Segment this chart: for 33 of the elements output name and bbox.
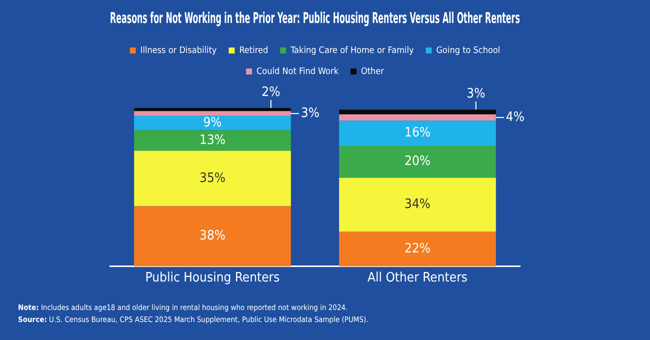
bar bbox=[134, 130, 291, 151]
data-label: 35% bbox=[200, 170, 226, 186]
data-label: 2% bbox=[262, 84, 280, 100]
data-label: 34% bbox=[404, 197, 430, 212]
data-label: 3% bbox=[300, 106, 320, 121]
bar bbox=[339, 110, 496, 114]
legend-label: Could Not Find Work bbox=[256, 66, 339, 77]
x-tick-label: Public Housing Renters bbox=[145, 270, 280, 286]
data-label: 16% bbox=[404, 126, 430, 141]
bar bbox=[339, 120, 496, 146]
legend-label: Illness or Disability bbox=[140, 46, 217, 56]
bar bbox=[134, 116, 291, 130]
legend-label: Going to School bbox=[436, 46, 500, 56]
data-label: 20% bbox=[404, 154, 430, 170]
bar bbox=[339, 114, 496, 121]
data-label: 38% bbox=[200, 228, 226, 244]
bar bbox=[339, 178, 496, 232]
bar bbox=[134, 108, 291, 112]
legend-label: Retired bbox=[239, 46, 268, 56]
data-label: 4% bbox=[506, 110, 524, 125]
bar bbox=[134, 111, 291, 116]
data-label: 3% bbox=[466, 86, 486, 102]
data-label: 13% bbox=[200, 132, 226, 148]
bar bbox=[134, 150, 291, 206]
data-label: 22% bbox=[404, 241, 430, 256]
bar bbox=[134, 206, 291, 266]
bar bbox=[339, 146, 496, 178]
data-label: 9% bbox=[203, 115, 222, 130]
legend-label: Other bbox=[361, 66, 385, 77]
chart-title: Reasons for Not Working in the Prior Year: Public Housing Renters Versus All Other Renters bbox=[110, 9, 520, 27]
legend-label: Taking Care of Home or Family bbox=[290, 46, 414, 56]
x-tick-label: All Other Renters bbox=[368, 270, 468, 286]
bar bbox=[339, 232, 496, 266]
